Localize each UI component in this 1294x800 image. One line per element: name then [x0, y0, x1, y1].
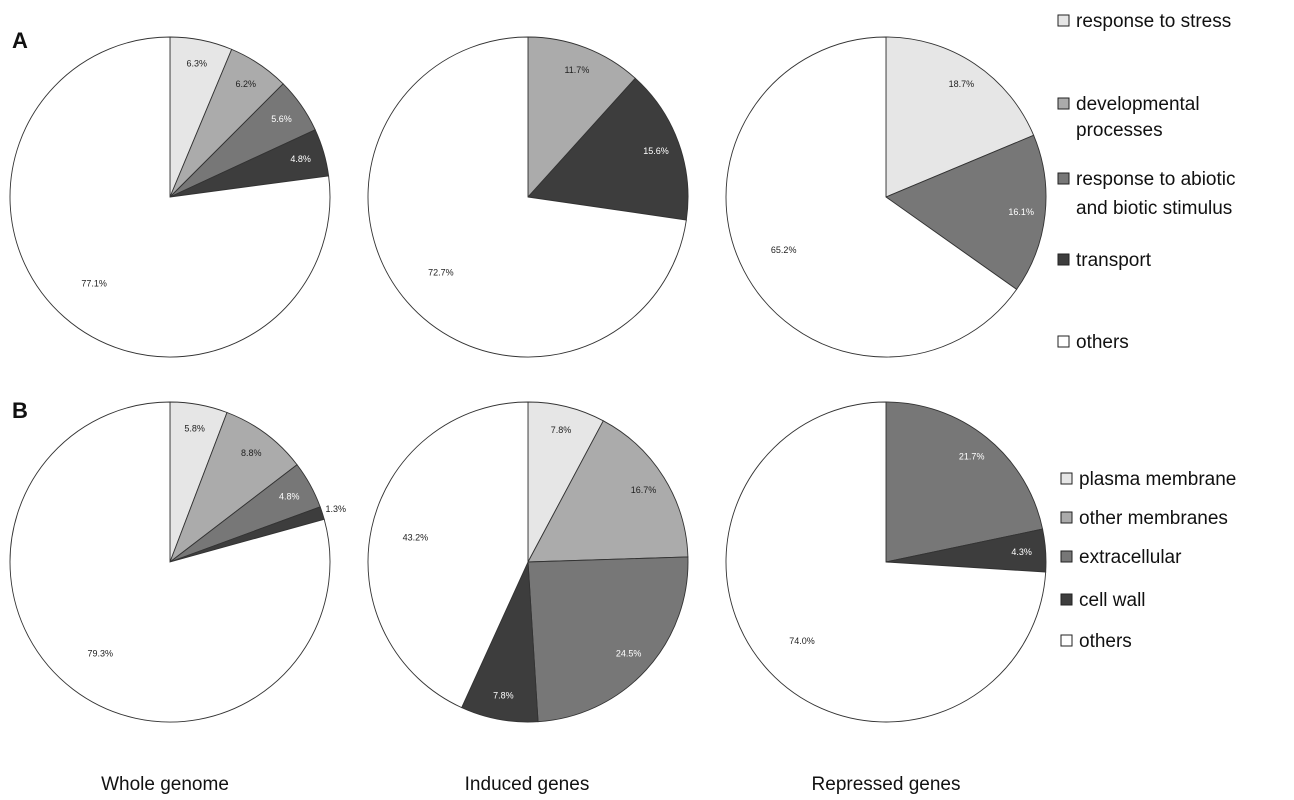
legend-label: cell wall — [1079, 590, 1146, 611]
pie-b-induced-genes: 7.8% 16.7% 24.5% 7.8% 43.2% — [367, 401, 689, 723]
pie-slice-other-membranes — [169, 411, 298, 564]
pie-charts: 6.3% 6.2% 5.6% 4.8% 77.1% 11.7% 15.6% 72.7% 18.7… — [9, 36, 1047, 723]
legend-swatch — [1060, 472, 1073, 485]
legend-swatch — [1057, 253, 1070, 266]
slice-label-others: 74.0% — [789, 636, 815, 646]
pie-slice-others — [725, 36, 1018, 358]
pie-slice-others — [367, 401, 529, 709]
legend-label: others — [1076, 332, 1129, 353]
slice-label-plasma-membrane: 5.8% — [184, 423, 205, 433]
legend-b: plasma membrane other membranes extracellu… — [1060, 469, 1236, 652]
legends: response to stress developmental processes… — [1057, 11, 1236, 652]
pie-slice-extracellular — [527, 556, 689, 723]
legend-label: plasma membrane — [1079, 469, 1236, 490]
pie-slice-others — [9, 36, 331, 358]
legend-swatch — [1060, 593, 1073, 606]
slice-label-response-to-abiotic-and-biotic-stimulus: 16.1% — [1008, 207, 1034, 217]
legend-swatch — [1057, 97, 1070, 110]
pie-a-whole-genome: 6.3% 6.2% 5.6% 4.8% 77.1% — [9, 36, 331, 358]
slice-label-plasma-membrane: 7.8% — [551, 425, 572, 435]
slice-label-others: 65.2% — [771, 245, 797, 255]
slice-label-response-to-stress: 18.7% — [949, 79, 975, 89]
slice-label-response-to-abiotic-and-biotic-stimulus: 5.6% — [271, 114, 292, 124]
legend-label: transport — [1076, 250, 1152, 271]
panel-letter-b: B — [12, 398, 28, 423]
slice-label-developmental-processes: 11.7% — [564, 65, 589, 75]
pie-slice-response-to-stress — [885, 36, 1035, 198]
pie-slice-others — [725, 401, 1047, 723]
pie-slice-others — [367, 36, 687, 358]
slice-label-developmental-processes: 6.2% — [235, 79, 256, 89]
slice-label-others: 77.1% — [81, 279, 107, 289]
legend-label: response to stress — [1076, 11, 1231, 32]
legend-item-others: others — [1060, 631, 1132, 652]
slice-label-extracellular: 4.8% — [279, 492, 300, 502]
legend-swatch — [1057, 14, 1070, 27]
slice-label-cell-wall: 4.3% — [1011, 547, 1032, 557]
pie-slice-developmental-processes — [527, 36, 636, 199]
slice-label-other-membranes: 16.7% — [631, 485, 657, 495]
pie-a-repressed-genes: 18.7% 16.1% 65.2% — [725, 36, 1047, 358]
legend-a: response to stress developmental processes… — [1057, 11, 1236, 353]
pie-slice-others — [9, 401, 331, 723]
legend-item-plasma-membrane: plasma membrane — [1060, 469, 1236, 490]
legend-item-other-membranes: other membranes — [1060, 508, 1228, 529]
pie-b-whole-genome: 5.8% 8.8% 4.8% 1.3% 79.3% — [9, 401, 346, 723]
panel-letter-a: A — [12, 28, 28, 53]
pie-a-induced-genes: 11.7% 15.6% 72.7% — [367, 36, 689, 358]
legend-label: other membranes — [1079, 508, 1228, 529]
slice-label-transport: 4.8% — [290, 154, 311, 164]
legend-label: processes — [1076, 120, 1163, 141]
slice-label-transport: 15.6% — [643, 146, 669, 156]
slice-label-other-membranes: 8.8% — [241, 448, 262, 458]
legend-item-response-to-abiotic-and-biotic-stimulus: response to abiotic and biotic stimulus — [1057, 169, 1236, 219]
legend-swatch — [1060, 550, 1073, 563]
legend-swatch — [1060, 511, 1073, 524]
legend-label: response to abiotic — [1076, 169, 1236, 190]
slice-label-response-to-stress: 6.3% — [186, 59, 207, 69]
pie-slice-response-to-abiotic-and-biotic-stimulus — [885, 134, 1047, 291]
pie-b-repressed-genes: 21.7% 4.3% 74.0% — [725, 401, 1047, 723]
slice-label-cell-wall: 7.8% — [493, 691, 514, 701]
legend-swatch — [1060, 634, 1073, 647]
legend-item-others: others — [1057, 332, 1129, 353]
pie-slice-transport — [527, 77, 689, 221]
legend-item-transport: transport — [1057, 250, 1152, 271]
slice-label-extracellular: 24.5% — [616, 649, 642, 659]
legend-swatch — [1057, 335, 1070, 348]
legend-item-developmental-processes: developmental processes — [1057, 94, 1200, 141]
slice-label-others: 79.3% — [88, 649, 114, 659]
pie-slice-other-membranes — [527, 420, 689, 563]
legend-label: others — [1079, 631, 1132, 652]
legend-swatch — [1057, 172, 1070, 185]
legend-label: and biotic stimulus — [1076, 198, 1232, 219]
legend-item-response-to-stress: response to stress — [1057, 11, 1231, 32]
legend-label: extracellular — [1079, 547, 1182, 568]
slice-label-others: 72.7% — [428, 267, 454, 277]
slice-label-cell-wall: 1.3% — [325, 504, 346, 514]
column-label-induced-genes: Induced genes — [465, 774, 590, 795]
legend-label: developmental — [1076, 94, 1200, 115]
slice-label-extracellular: 21.7% — [959, 451, 985, 461]
column-label-repressed-genes: Repressed genes — [812, 774, 961, 795]
pie-slice-extracellular — [885, 401, 1044, 563]
column-label-whole-genome: Whole genome — [101, 774, 229, 795]
legend-item-extracellular: extracellular — [1060, 547, 1182, 568]
legend-item-cell-wall: cell wall — [1060, 590, 1146, 611]
slice-label-others: 43.2% — [403, 533, 429, 543]
